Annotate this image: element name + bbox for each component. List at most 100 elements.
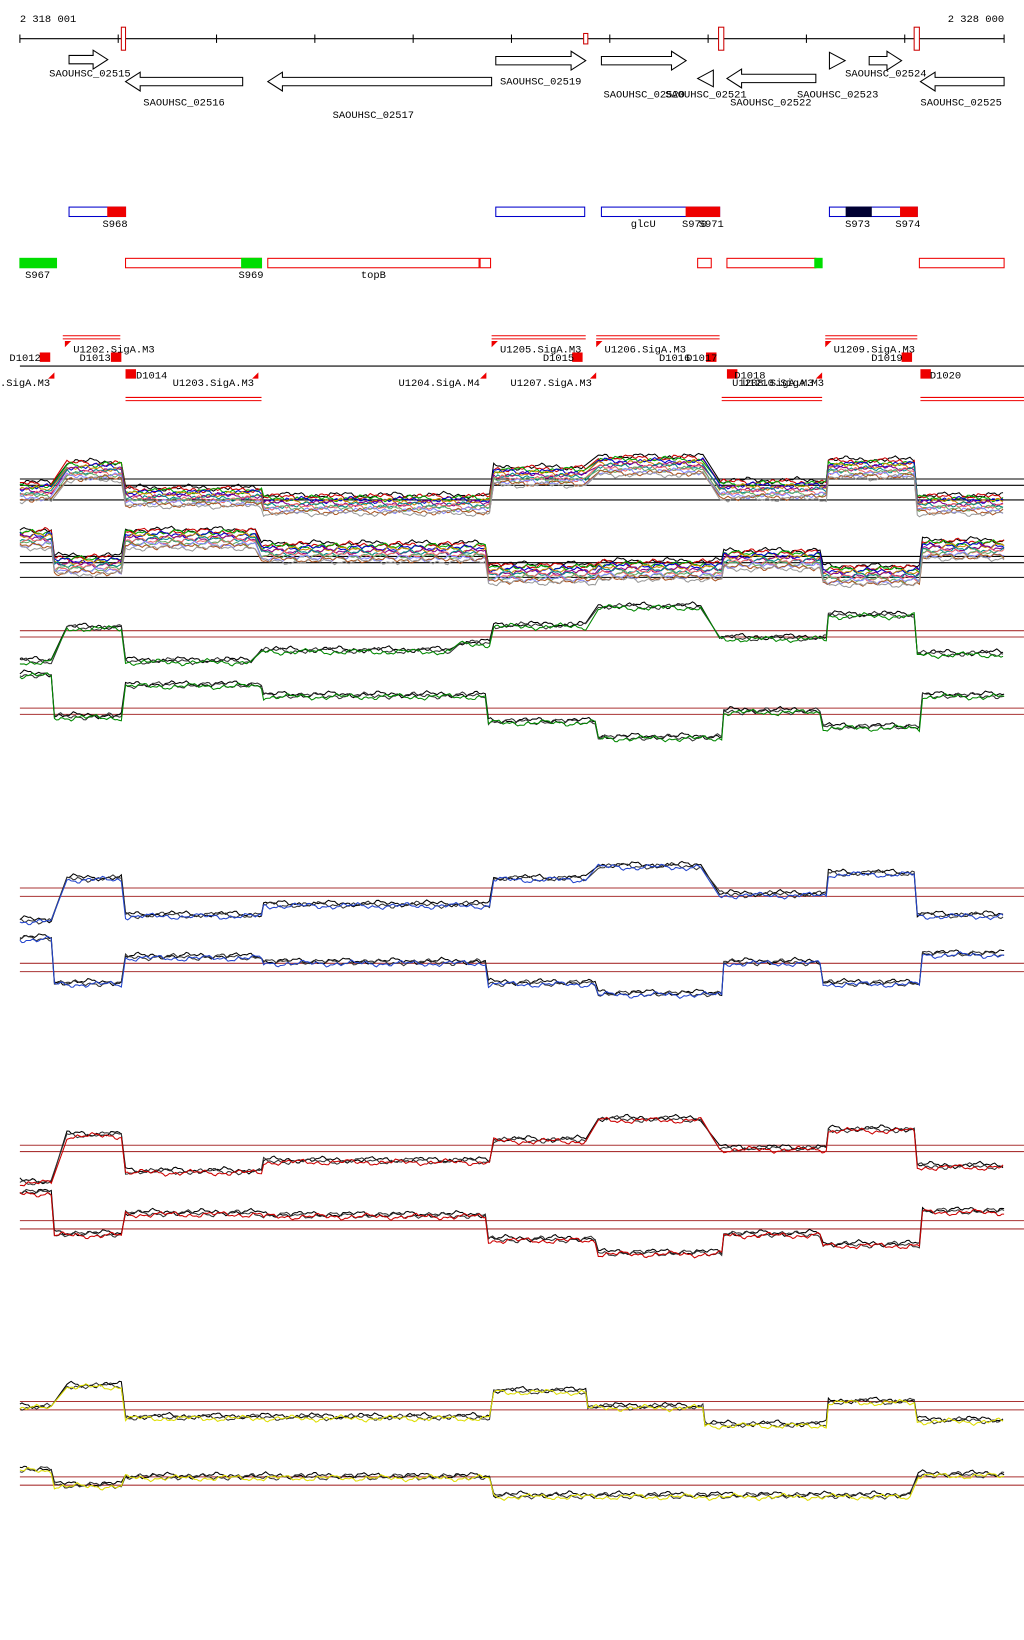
- feature-label: S969: [238, 270, 263, 282]
- gene-label: SAOUHSC_02522: [730, 98, 811, 110]
- gene-arrow: [828, 51, 847, 70]
- trace: [19, 537, 1005, 582]
- trace: [19, 543, 1005, 588]
- promoter-flag: [815, 372, 823, 379]
- feature-box: [697, 257, 712, 269]
- feature-label: topB: [361, 270, 386, 282]
- feature-box: [241, 257, 263, 269]
- trace: [19, 540, 1005, 585]
- promoter-label: D1018: [734, 371, 765, 383]
- gene-label: SAOUHSC_02517: [333, 110, 414, 122]
- trace: [19, 470, 1004, 518]
- promoter-label: U1203.SigA.M3: [173, 378, 254, 390]
- trace: [19, 1382, 1004, 1429]
- trace: [19, 933, 1005, 997]
- promoter-flag: [491, 340, 498, 348]
- promoter-flag: [64, 340, 72, 348]
- trace: [19, 672, 1005, 743]
- promoter-flag: [596, 340, 603, 348]
- promoter-label: U1209.SigA.M3: [834, 344, 915, 356]
- feature-label: S974: [895, 219, 920, 231]
- start-coordinate: 2 318 001: [20, 14, 76, 26]
- trace: [19, 934, 1005, 998]
- trace: [19, 1188, 1005, 1257]
- gene-label: SAOUHSC_02523: [797, 89, 878, 101]
- promoter-label: U1210.SigA.M3: [743, 378, 824, 390]
- promoter-box: [706, 352, 717, 362]
- promoter-label: D1012: [9, 353, 40, 365]
- promoter-label: D1017: [686, 353, 717, 365]
- promoter-box: [901, 352, 913, 362]
- trace: [19, 525, 1005, 570]
- trace: [19, 464, 1004, 511]
- trace: [19, 601, 1004, 664]
- trace: [19, 454, 1004, 501]
- promoter-label: U1204.SigA.M4: [399, 378, 480, 390]
- trace: [19, 526, 1005, 572]
- trace: [19, 1191, 1005, 1259]
- gene-label: SAOUHSC_02515: [49, 68, 130, 80]
- gene-label: SAOUHSC_02520: [604, 89, 685, 101]
- promoter-label: U1207.SigA.M3: [510, 378, 591, 390]
- feature-label: S971: [699, 219, 724, 231]
- trace: [19, 462, 1004, 510]
- gene-arrow: [868, 50, 903, 72]
- gene-label: SAOUHSC_02521: [665, 89, 746, 101]
- promoter-label: D1015: [543, 353, 574, 365]
- promoter-box: [125, 369, 136, 379]
- feature-box: [107, 206, 127, 218]
- promoter-flag: [825, 340, 832, 348]
- feature-box: [726, 257, 817, 269]
- trace: [19, 1113, 1004, 1185]
- promoter-flag: [480, 372, 487, 379]
- trace: [19, 1466, 1005, 1502]
- gene-arrow: [266, 71, 493, 92]
- gene-arrow: [495, 50, 587, 72]
- end-coordinate: 2 328 000: [948, 14, 1004, 26]
- marker: [913, 26, 920, 51]
- trace: [19, 1116, 1004, 1187]
- feature-box: [479, 257, 492, 269]
- trace: [19, 469, 1004, 516]
- promoter-label: D1016: [659, 353, 690, 365]
- trace: [19, 863, 1004, 926]
- promoter-box: [39, 352, 51, 362]
- trace: [19, 604, 1004, 667]
- feature-box: [814, 257, 823, 269]
- gene-arrow: [124, 71, 244, 92]
- trace: [19, 1188, 1005, 1255]
- marker: [718, 26, 725, 51]
- trace: [19, 1466, 1005, 1500]
- promoter-label: U1202.SigA.M3: [73, 344, 154, 356]
- promoter-box: [726, 369, 738, 379]
- feature-box: [19, 257, 58, 269]
- trace: [19, 860, 1004, 924]
- promoter-box: [572, 352, 583, 362]
- trace: [19, 1114, 1004, 1186]
- feature-label: S968: [103, 219, 128, 231]
- marker: [583, 32, 589, 45]
- promoter-flag: [252, 372, 259, 379]
- trace: [19, 456, 1004, 505]
- trace: [19, 530, 1005, 576]
- trace: [19, 528, 1005, 574]
- trace: [19, 452, 1004, 500]
- trace: [19, 1465, 1005, 1499]
- feature-label: S973: [845, 219, 870, 231]
- gene-label: SAOUHSC_02516: [143, 98, 224, 110]
- promoter-label: U1208.SigA.M3: [732, 378, 813, 390]
- feature-box: [918, 257, 1005, 269]
- feature-box: [900, 206, 918, 218]
- trace: [19, 455, 1004, 503]
- promoter-label: D1014: [136, 371, 167, 383]
- promoter-label: D1013: [80, 353, 111, 365]
- feature-label: S970: [682, 219, 707, 231]
- gene-label: SAOUHSC_02525: [920, 98, 1001, 110]
- gene-label: SAOUHSC_02524: [845, 68, 926, 80]
- gene-arrow: [725, 68, 817, 89]
- promoter-label: D1019: [871, 353, 902, 365]
- feature-box: [845, 206, 872, 218]
- trace: [19, 935, 1005, 999]
